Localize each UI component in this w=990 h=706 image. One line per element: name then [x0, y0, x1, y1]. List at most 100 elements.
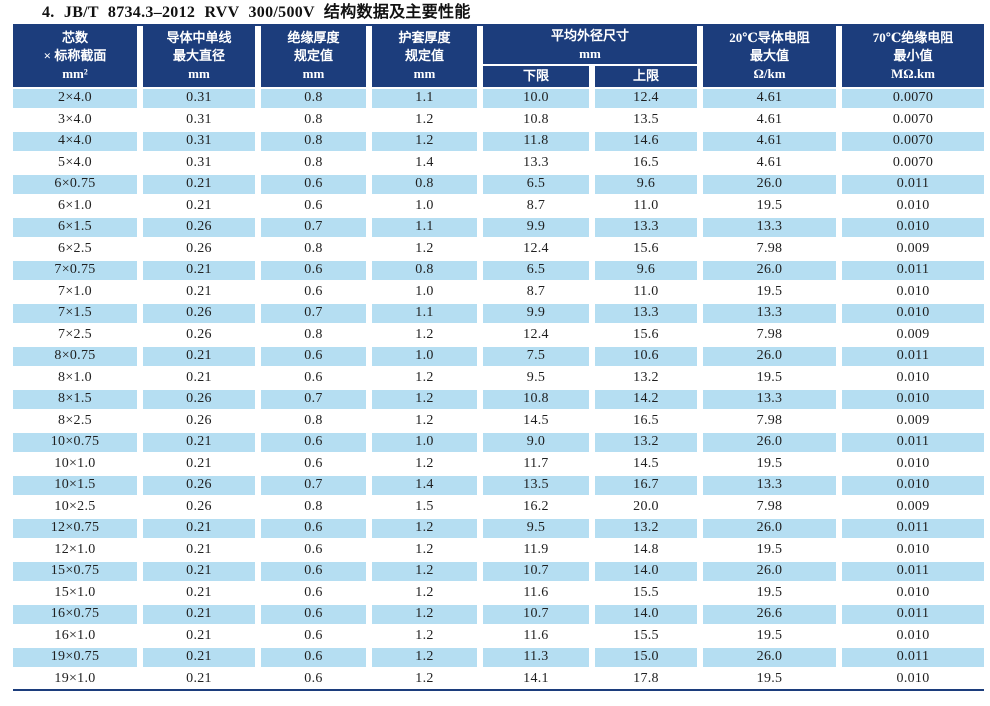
cell-od-upper: 11.0 [595, 196, 698, 216]
cell-sheath-thickness: 1.0 [372, 346, 477, 367]
cell-insulation-resistance: 0.009 [842, 239, 985, 259]
cell-od-lower: 7.5 [483, 346, 589, 367]
cell-conductor-resistance: 4.61 [703, 110, 837, 130]
cell-od-lower: 12.4 [483, 325, 589, 345]
cell-od-lower: 9.9 [483, 303, 589, 324]
cell-insulation-thickness: 0.8 [261, 153, 366, 173]
table-row: 8×1.5 0.26 0.7 1.2 10.8 14.2 13.3 0.010 [13, 389, 985, 410]
cell-cores: 19×1.0 [13, 669, 137, 689]
table-row: 8×2.5 0.26 0.8 1.2 14.5 16.5 7.98 0.009 [13, 411, 985, 431]
cell-od-lower: 10.7 [483, 561, 589, 582]
cell-insulation-thickness: 0.8 [261, 497, 366, 517]
cell-insulation-resistance: 0.010 [842, 217, 985, 238]
cell-sheath-thickness: 1.2 [372, 583, 477, 603]
cell-insulation-resistance: 0.011 [842, 604, 985, 625]
table-row: 10×0.75 0.21 0.6 1.0 9.0 13.2 26.0 0.011 [13, 432, 985, 453]
cell-od-lower: 10.0 [483, 88, 589, 109]
cell-sheath-thickness: 1.2 [372, 131, 477, 152]
cell-od-lower: 13.3 [483, 153, 589, 173]
cell-conductor-resistance: 26.0 [703, 561, 837, 582]
cell-od-upper: 11.0 [595, 282, 698, 302]
cell-sheath-thickness: 1.0 [372, 432, 477, 453]
cell-insulation-thickness: 0.6 [261, 196, 366, 216]
cell-insulation-resistance: 0.011 [842, 174, 985, 195]
table-row: 19×1.0 0.21 0.6 1.2 14.1 17.8 19.5 0.010 [13, 669, 985, 689]
cell-od-upper: 15.0 [595, 647, 698, 668]
cell-max-wire-diameter: 0.21 [143, 196, 255, 216]
cell-od-lower: 9.0 [483, 432, 589, 453]
cell-insulation-resistance: 0.011 [842, 647, 985, 668]
cell-cores: 6×0.75 [13, 174, 137, 195]
cell-cores: 7×1.5 [13, 303, 137, 324]
cell-insulation-resistance: 0.0070 [842, 153, 985, 173]
cell-cores: 12×1.0 [13, 540, 137, 560]
cell-conductor-resistance: 7.98 [703, 239, 837, 259]
cell-max-wire-diameter: 0.21 [143, 346, 255, 367]
cell-cores: 6×1.0 [13, 196, 137, 216]
cell-cores: 4×4.0 [13, 131, 137, 152]
cell-insulation-thickness: 0.6 [261, 174, 366, 195]
header-insulation-thickness: 绝缘厚度 规定值 mm [261, 26, 366, 87]
cell-max-wire-diameter: 0.21 [143, 174, 255, 195]
cell-sheath-thickness: 1.1 [372, 303, 477, 324]
cell-sheath-thickness: 1.2 [372, 389, 477, 410]
cell-max-wire-diameter: 0.21 [143, 626, 255, 646]
cell-conductor-resistance: 7.98 [703, 411, 837, 431]
cell-insulation-resistance: 0.010 [842, 475, 985, 496]
cell-od-upper: 14.8 [595, 540, 698, 560]
cell-od-upper: 13.3 [595, 217, 698, 238]
table-row: 15×1.0 0.21 0.6 1.2 11.6 15.5 19.5 0.010 [13, 583, 985, 603]
cell-cores: 2×4.0 [13, 88, 137, 109]
table-body: 2×4.0 0.31 0.8 1.1 10.0 12.4 4.61 0.0070… [13, 88, 985, 689]
cell-max-wire-diameter: 0.26 [143, 325, 255, 345]
cell-insulation-thickness: 0.8 [261, 239, 366, 259]
cell-od-lower: 10.8 [483, 110, 589, 130]
cell-max-wire-diameter: 0.21 [143, 518, 255, 539]
cell-insulation-thickness: 0.8 [261, 88, 366, 109]
cell-cores: 7×2.5 [13, 325, 137, 345]
cell-cores: 10×1.5 [13, 475, 137, 496]
cell-conductor-resistance: 26.0 [703, 432, 837, 453]
cell-cores: 10×2.5 [13, 497, 137, 517]
cell-conductor-resistance: 26.0 [703, 260, 837, 281]
cell-od-lower: 11.3 [483, 647, 589, 668]
table-row: 7×1.5 0.26 0.7 1.1 9.9 13.3 13.3 0.010 [13, 303, 985, 324]
cell-cores: 6×1.5 [13, 217, 137, 238]
cell-insulation-thickness: 0.6 [261, 260, 366, 281]
cell-insulation-thickness: 0.6 [261, 540, 366, 560]
cell-cores: 8×2.5 [13, 411, 137, 431]
cell-insulation-resistance: 0.010 [842, 454, 985, 474]
table-row: 6×2.5 0.26 0.8 1.2 12.4 15.6 7.98 0.009 [13, 239, 985, 259]
cell-insulation-thickness: 0.6 [261, 432, 366, 453]
table-row: 3×4.0 0.31 0.8 1.2 10.8 13.5 4.61 0.0070 [13, 110, 985, 130]
cell-max-wire-diameter: 0.21 [143, 583, 255, 603]
table-row: 6×1.0 0.21 0.6 1.0 8.7 11.0 19.5 0.010 [13, 196, 985, 216]
cell-conductor-resistance: 13.3 [703, 303, 837, 324]
spec-table: 芯数 × 标称截面 mm² 导体中单线 最大直径 mm 绝缘厚度 规定值 mm … [7, 24, 990, 691]
table-row: 7×1.0 0.21 0.6 1.0 8.7 11.0 19.5 0.010 [13, 282, 985, 302]
cell-conductor-resistance: 19.5 [703, 454, 837, 474]
cell-od-lower: 11.6 [483, 626, 589, 646]
cell-sheath-thickness: 1.2 [372, 368, 477, 388]
cell-max-wire-diameter: 0.21 [143, 604, 255, 625]
cell-sheath-thickness: 1.2 [372, 647, 477, 668]
cell-conductor-resistance: 26.0 [703, 346, 837, 367]
cell-conductor-resistance: 4.61 [703, 131, 837, 152]
cell-cores: 8×1.5 [13, 389, 137, 410]
cell-insulation-thickness: 0.6 [261, 647, 366, 668]
cell-max-wire-diameter: 0.31 [143, 110, 255, 130]
cell-insulation-thickness: 0.6 [261, 604, 366, 625]
header-od-upper: 上限 [595, 66, 698, 87]
header-insulation-resistance: 70℃绝缘电阻 最小值 MΩ.km [842, 26, 985, 87]
cell-insulation-resistance: 0.010 [842, 669, 985, 689]
table-row: 6×0.75 0.21 0.6 0.8 6.5 9.6 26.0 0.011 [13, 174, 985, 195]
cell-conductor-resistance: 19.5 [703, 282, 837, 302]
cell-conductor-resistance: 13.3 [703, 475, 837, 496]
cell-sheath-thickness: 1.5 [372, 497, 477, 517]
cell-insulation-resistance: 0.010 [842, 540, 985, 560]
cell-insulation-resistance: 0.011 [842, 518, 985, 539]
table-row: 19×0.75 0.21 0.6 1.2 11.3 15.0 26.0 0.01… [13, 647, 985, 668]
cell-od-upper: 16.5 [595, 153, 698, 173]
cell-conductor-resistance: 26.0 [703, 518, 837, 539]
cell-cores: 10×1.0 [13, 454, 137, 474]
